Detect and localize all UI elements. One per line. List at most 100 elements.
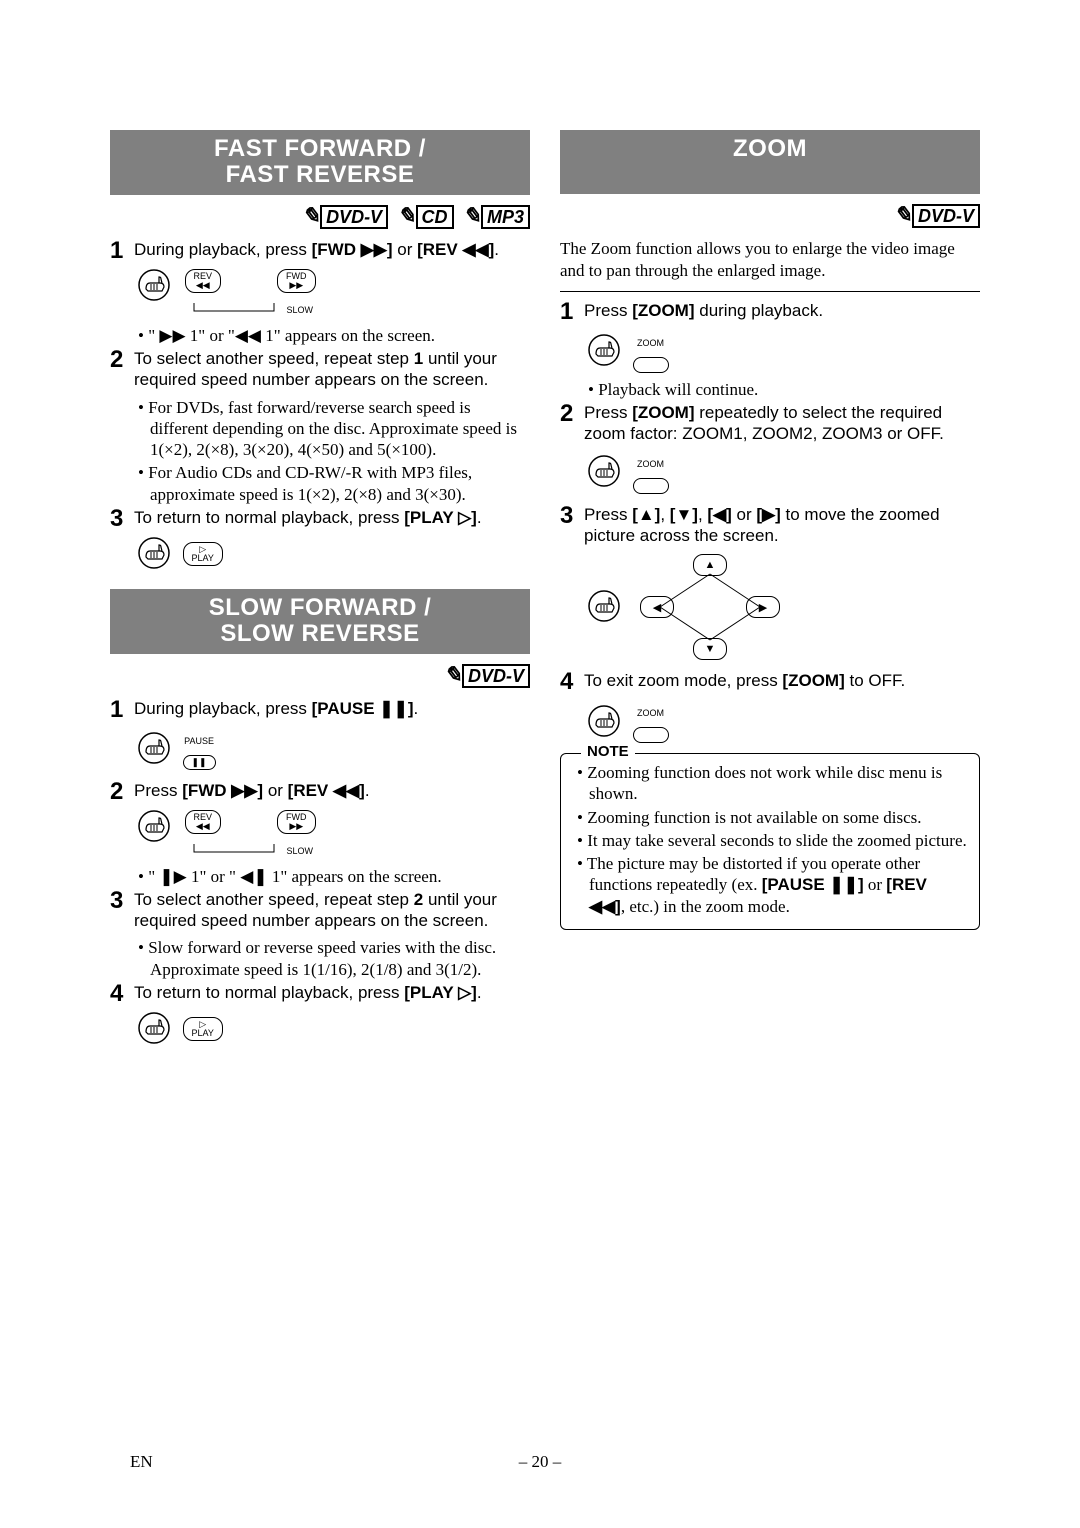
slow-label: SLOW [287,305,314,315]
text: . [477,508,482,527]
hand-icon [138,810,172,844]
text: or [393,240,418,259]
page-footer: EN – 20 – [0,1452,1080,1472]
step-body: To exit zoom mode, press [ZOOM] to OFF. [584,670,980,691]
text: . [477,983,482,1002]
left-button-label: [◀] [707,505,731,524]
text: or [732,505,757,524]
pause-remote-button: ❚❚ [183,755,216,770]
slow-step2-bullets: " ❚▶ 1" or " ◀❚ 1" appears on the screen… [138,866,530,887]
direction-pad: ▲ ◀ ▶ ▼ [630,552,790,662]
hand-icon [588,590,622,624]
pause-button-label: [PAUSE ❚❚] [762,875,864,894]
text: Press [134,781,182,800]
mp3-badge: ✎MP3 [463,203,530,229]
slow-step3-bullets: Slow forward or reverse speed varies wit… [138,937,530,980]
note-item: Zooming function is not available on som… [577,807,967,828]
slow-step-4: 4 To return to normal playback, press [P… [110,982,530,1006]
text: . [413,699,418,718]
left-remote-button: ◀ [640,596,674,618]
right-remote-button: ▶ [746,596,780,618]
dvd-v-badge: ✎DVD-V [444,662,530,688]
page-columns: FAST FORWARD / FAST REVERSE ✎DVD-V ✎CD ✎… [110,130,980,1046]
up-button-label: [▲] [632,505,660,524]
step-number: 1 [560,300,578,324]
bullet-text: " ❚▶ 1" or " ◀❚ 1" appears on the screen… [138,866,530,887]
fast-section-header: FAST FORWARD / FAST REVERSE [110,130,530,195]
step-ref: 2 [414,890,423,909]
step-number: 2 [110,780,128,804]
play-remote-button: ▷PLAY [183,542,223,566]
text: Press [584,301,632,320]
divider [560,291,980,292]
dvd-v-badge: ✎DVD-V [302,203,388,229]
step-number: 1 [110,698,128,722]
step-ref: 1 [414,349,423,368]
text: or [864,875,887,894]
note-item: It may take several seconds to slide the… [577,830,967,851]
note-item: The picture may be distorted if you oper… [577,853,967,917]
text: To select another speed, repeat step [134,349,414,368]
zoom-button-label: [ZOOM] [632,301,694,320]
zoom-label: ZOOM [637,459,664,469]
cd-badge: ✎CD [397,203,453,229]
zoom-button-label: [ZOOM] [782,671,844,690]
pause-label: PAUSE [184,736,214,746]
zoom-step2-graphic: ZOOM [588,451,980,494]
text: To select another speed, repeat step [134,890,414,909]
fast-step3-graphic: ▷PLAY [138,537,530,571]
slow-step-3: 3 To select another speed, repeat step 2… [110,889,530,932]
text: During playback, press [134,240,312,259]
step-number: 3 [560,504,578,528]
zoom-step3-graphic: ▲ ◀ ▶ ▼ [588,552,980,662]
text: During playback, press [134,699,312,718]
zoom-label: ZOOM [637,708,664,718]
text: . [494,240,499,259]
text: during playback. [695,301,824,320]
page-number: – 20 – [519,1452,562,1471]
zoom-remote-button [633,357,669,373]
slow-step4-graphic: ▷PLAY [138,1012,530,1046]
zoom-title: ZOOM [560,136,980,162]
zoom-step1-graphic: ZOOM [588,330,980,373]
rev-remote-button: REV◀◀ [185,810,222,834]
note-box: NOTE Zooming function does not work whil… [560,753,980,930]
fast-step1-bullets: " ▶▶ 1" or "◀◀ 1" appears on the screen. [138,325,530,346]
text: or [263,781,288,800]
down-remote-button: ▼ [693,638,727,660]
zoom-remote-button [633,727,669,743]
note-item: Zooming function does not work while dis… [577,762,967,805]
step-number: 2 [110,348,128,372]
text: Press [584,505,632,524]
fwd-button-label: [FWD ▶▶] [182,781,263,800]
fast-badges: ✎DVD-V ✎CD ✎MP3 [110,203,530,229]
text: . [365,781,370,800]
slow-title-line2: SLOW REVERSE [110,621,530,647]
pause-button-label: [PAUSE ❚❚] [312,699,414,718]
rev-button-label: [REV ◀◀] [288,781,365,800]
fast-step-1: 1 During playback, press [FWD ▶▶] or [RE… [110,239,530,263]
dvd-v-badge: ✎DVD-V [894,202,980,228]
fwd-remote-button: FWD▶▶ [277,810,316,834]
rev-button-label: [REV ◀◀] [417,240,494,259]
hand-icon [588,455,622,489]
fast-title-line1: FAST FORWARD / [110,136,530,162]
hand-icon [138,1012,172,1046]
footer-lang: EN [130,1452,153,1472]
zoom-section-header: ZOOM [560,130,980,194]
zoom-step-1: 1 Press [ZOOM] during playback. [560,300,980,324]
text: Press [584,403,632,422]
step-body: During playback, press [PAUSE ❚❚]. [134,698,530,719]
fast-title-line2: FAST REVERSE [110,162,530,188]
bullet-text: " ▶▶ 1" or "◀◀ 1" appears on the screen. [138,325,530,346]
right-column: ZOOM ✎DVD-V The Zoom function allows you… [560,130,980,1046]
hand-icon [138,269,172,303]
bullet-text: For DVDs, fast forward/reverse search sp… [138,397,530,461]
bullet-text: Slow forward or reverse speed varies wit… [138,937,530,980]
fwd-remote-button: FWD▶▶ [277,269,316,293]
text: To return to normal playback, press [134,508,404,527]
fast-step-2: 2 To select another speed, repeat step 1… [110,348,530,391]
zoom-step-4: 4 To exit zoom mode, press [ZOOM] to OFF… [560,670,980,694]
rev-remote-button: REV◀◀ [185,269,222,293]
step-body: During playback, press [FWD ▶▶] or [REV … [134,239,530,260]
